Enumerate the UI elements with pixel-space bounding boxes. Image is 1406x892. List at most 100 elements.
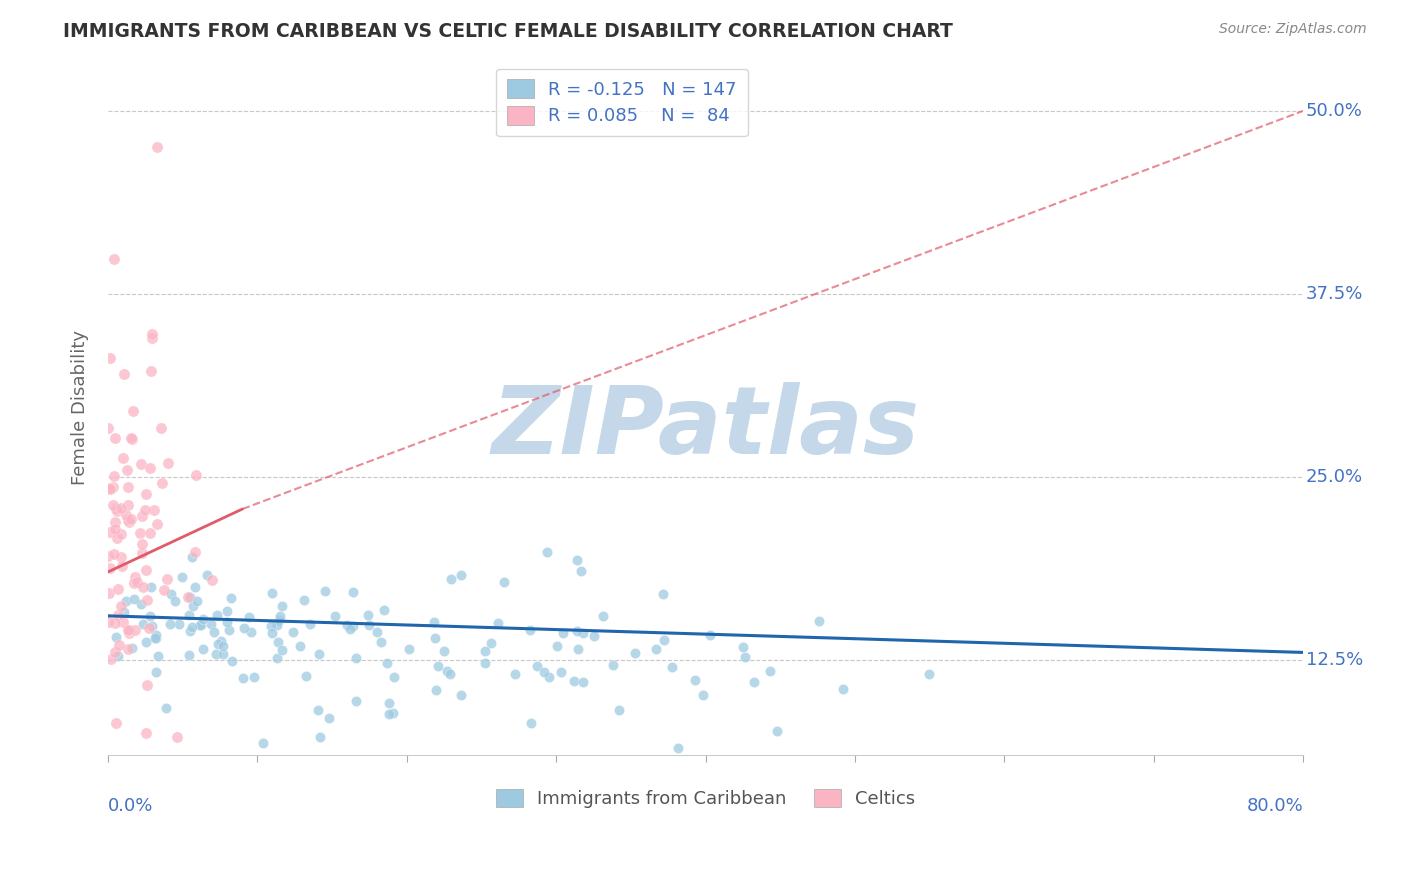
Point [138, 621, 160, 635]
Point [215, 615, 238, 629]
Point [138, 461, 160, 475]
Point [238, 610, 260, 624]
Text: IMMIGRANTS FROM CARIBBEAN VS CELTIC FEMALE DISABILITY CORRELATION CHART: IMMIGRANTS FROM CARIBBEAN VS CELTIC FEMA… [63, 22, 953, 41]
Point [146, 140, 169, 154]
Point [141, 580, 163, 594]
Point [117, 623, 139, 637]
Point [323, 609, 346, 624]
Point [145, 631, 167, 645]
Point [242, 670, 264, 684]
Point [378, 696, 401, 710]
Point [160, 587, 183, 601]
Point [492, 575, 515, 590]
Point [318, 711, 340, 725]
Point [135, 726, 157, 740]
Point [141, 618, 163, 632]
Point [117, 480, 139, 494]
Point [101, 480, 124, 494]
Point [567, 624, 589, 639]
Point [260, 618, 283, 632]
Point [357, 618, 380, 632]
Point [135, 592, 157, 607]
Point [266, 650, 288, 665]
Point [652, 587, 675, 601]
Point [731, 640, 754, 654]
Point [188, 618, 211, 632]
Point [375, 657, 398, 671]
Point [918, 667, 941, 681]
Point [207, 637, 229, 651]
Point [131, 597, 153, 611]
Point [292, 593, 315, 607]
Point [139, 525, 162, 540]
Point [571, 674, 593, 689]
Point [143, 502, 166, 516]
Point [666, 740, 689, 755]
Point [201, 573, 224, 587]
Point [145, 628, 167, 642]
Point [105, 531, 128, 545]
Point [370, 635, 392, 649]
Point [135, 635, 157, 649]
Point [104, 431, 127, 445]
Point [97, 586, 120, 600]
Point [110, 526, 132, 541]
Point [200, 617, 222, 632]
Text: 12.5%: 12.5% [1306, 651, 1362, 669]
Point [281, 624, 304, 639]
Point [592, 608, 614, 623]
Point [121, 640, 143, 655]
Point [426, 659, 449, 673]
Point [503, 667, 526, 681]
Point [136, 678, 159, 692]
Point [132, 580, 155, 594]
Point [366, 625, 388, 640]
Point [98, 481, 121, 495]
Point [252, 736, 274, 750]
Point [104, 523, 127, 537]
Point [100, 652, 122, 666]
Point [115, 594, 138, 608]
Point [121, 432, 143, 446]
Point [373, 603, 395, 617]
Point [135, 563, 157, 577]
Point [181, 620, 204, 634]
Text: ZIPatlas: ZIPatlas [492, 382, 920, 475]
Point [218, 623, 240, 637]
Point [117, 641, 139, 656]
Point [832, 681, 855, 696]
Point [232, 671, 254, 685]
Point [195, 567, 218, 582]
Point [569, 564, 592, 578]
Point [141, 331, 163, 345]
Point [172, 570, 194, 584]
Point [103, 252, 125, 267]
Point [131, 536, 153, 550]
Point [118, 626, 141, 640]
Point [765, 723, 787, 738]
Point [146, 649, 169, 664]
Point [179, 648, 201, 662]
Point [551, 625, 574, 640]
Point [153, 583, 176, 598]
Point [692, 688, 714, 702]
Point [186, 594, 208, 608]
Point [266, 635, 288, 649]
Point [288, 639, 311, 653]
Point [425, 631, 447, 645]
Point [179, 608, 201, 623]
Point [114, 508, 136, 523]
Point [131, 546, 153, 560]
Point [221, 654, 243, 668]
Point [520, 716, 543, 731]
Point [624, 647, 647, 661]
Point [104, 515, 127, 529]
Point [98, 351, 121, 366]
Point [536, 545, 558, 559]
Point [562, 673, 585, 688]
Point [240, 625, 263, 640]
Point [425, 683, 447, 698]
Point [209, 633, 232, 648]
Point [808, 615, 831, 629]
Point [97, 420, 120, 434]
